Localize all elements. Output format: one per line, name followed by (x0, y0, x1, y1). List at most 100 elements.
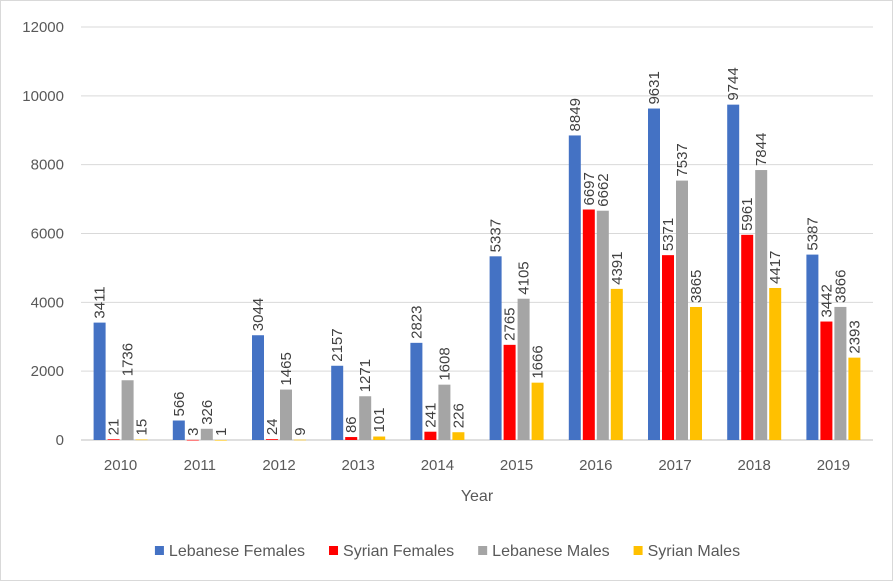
data-label: 3866 (832, 270, 849, 303)
bar-syrian-males (294, 439, 306, 441)
legend-label: Syrian Females (343, 543, 454, 560)
bar-lebanese-males (834, 306, 847, 440)
bar-lebanese-females (489, 256, 502, 440)
x-tick-label: 2012 (262, 457, 295, 474)
x-tick-label: 2019 (817, 457, 850, 474)
bar-lebanese-males (280, 389, 292, 440)
data-label: 24 (264, 418, 281, 435)
legend-swatch (633, 546, 643, 555)
data-label: 7537 (674, 143, 691, 176)
y-tick-label: 4000 (31, 294, 64, 311)
data-label: 2393 (846, 320, 863, 353)
legend: Lebanese Females Syrian Females Lebanese M… (154, 543, 740, 560)
data-label: 6662 (595, 173, 612, 206)
data-label: 7844 (753, 133, 770, 166)
legend-swatch (478, 546, 488, 555)
data-label: 86 (343, 416, 360, 433)
bar-lebanese-females (93, 322, 106, 440)
data-label: 9 (292, 427, 309, 435)
bar-lebanese-males (438, 384, 451, 440)
data-label: 3 (185, 428, 202, 436)
y-tick-label: 6000 (31, 226, 64, 243)
data-label: 1271 (357, 359, 374, 392)
x-tick-label: 2011 (184, 457, 216, 474)
data-label: 1465 (278, 352, 295, 385)
bar-syrian-females (503, 344, 516, 440)
bar-syrian-females (662, 255, 674, 440)
data-label: 15 (134, 419, 151, 436)
y-tick-label: 12000 (22, 19, 64, 36)
data-label: 1608 (436, 347, 453, 380)
data-label: 6697 (581, 172, 598, 205)
data-label: 3044 (250, 298, 267, 331)
legend-label: Lebanese Females (169, 543, 305, 560)
data-label: 3411 (92, 286, 109, 318)
data-label: 21 (106, 419, 123, 436)
bar-syrian-males (452, 432, 465, 440)
bar-syrian-males (690, 306, 702, 440)
bar-syrian-females (186, 439, 199, 441)
bar-lebanese-females (172, 420, 185, 440)
bar-lebanese-females (727, 104, 740, 441)
x-tick-label: 2013 (342, 457, 375, 474)
x-tick-label: 2017 (658, 457, 691, 474)
x-axis-title: Year (461, 488, 494, 505)
data-label: 4105 (516, 261, 533, 294)
bar-syrian-males (769, 287, 782, 440)
bar-lebanese-males (517, 298, 530, 440)
data-label: 5337 (488, 219, 505, 252)
y-axis-ticks: 0 2000 4000 6000 8000 10000 12000 (22, 19, 64, 449)
gridlines (81, 26, 873, 441)
x-tick-label: 2015 (500, 457, 533, 474)
y-tick-label: 10000 (22, 88, 64, 105)
x-tick-label: 2014 (421, 457, 454, 474)
bar-syrian-males (135, 439, 148, 441)
bar-syrian-females (741, 234, 754, 440)
data-label: 2823 (408, 305, 425, 338)
bar-lebanese-males (676, 180, 688, 441)
bar-syrian-females (345, 437, 358, 440)
x-tick-label: 2016 (579, 457, 612, 474)
y-tick-label: 8000 (31, 157, 64, 174)
bar-syrian-males (373, 436, 386, 440)
data-label: 2765 (502, 307, 519, 340)
bar-syrian-females (582, 209, 595, 440)
bar-lebanese-females (252, 335, 264, 440)
data-label: 4417 (767, 251, 784, 284)
bar-lebanese-males (755, 170, 768, 441)
data-label: 8849 (567, 98, 584, 131)
data-label: 326 (199, 400, 216, 425)
data-labels: 3411 21 1736 15 566 3 326 1 3044 24 1465 9 2157 86 127… (92, 67, 864, 436)
data-label: 1736 (120, 343, 137, 376)
data-label: 5371 (660, 218, 677, 251)
x-axis-ticks: 2010 2011 2012 2013 2014 2015 2016 2017 2018 2019 (104, 457, 850, 474)
data-label: 241 (422, 403, 439, 428)
x-tick-label: 2018 (738, 457, 771, 474)
bar-lebanese-females (806, 254, 819, 440)
legend-swatch (329, 546, 339, 555)
bar-syrian-males (610, 288, 623, 440)
y-tick-label: 0 (56, 432, 64, 449)
data-label: 5961 (739, 197, 756, 230)
data-label: 9631 (646, 71, 663, 104)
data-label: 1 (213, 428, 230, 436)
legend-label: Syrian Males (648, 543, 740, 560)
data-label: 5387 (804, 217, 821, 250)
bar-syrian-males (848, 357, 861, 440)
bar-lebanese-females (568, 135, 581, 441)
bar-syrian-females (820, 321, 833, 440)
data-label: 3865 (688, 270, 705, 303)
data-label: 9744 (725, 67, 742, 100)
bar-lebanese-females (410, 342, 423, 440)
bar-lebanese-males (200, 428, 213, 440)
bar-syrian-females (266, 439, 278, 440)
bar-syrian-males (531, 382, 544, 440)
data-label: 1666 (530, 345, 547, 378)
bar-syrian-males (214, 439, 227, 441)
bars (93, 104, 861, 441)
legend-label: Lebanese Males (492, 543, 609, 560)
data-label: 4391 (609, 252, 626, 285)
bar-syrian-females (107, 439, 120, 440)
